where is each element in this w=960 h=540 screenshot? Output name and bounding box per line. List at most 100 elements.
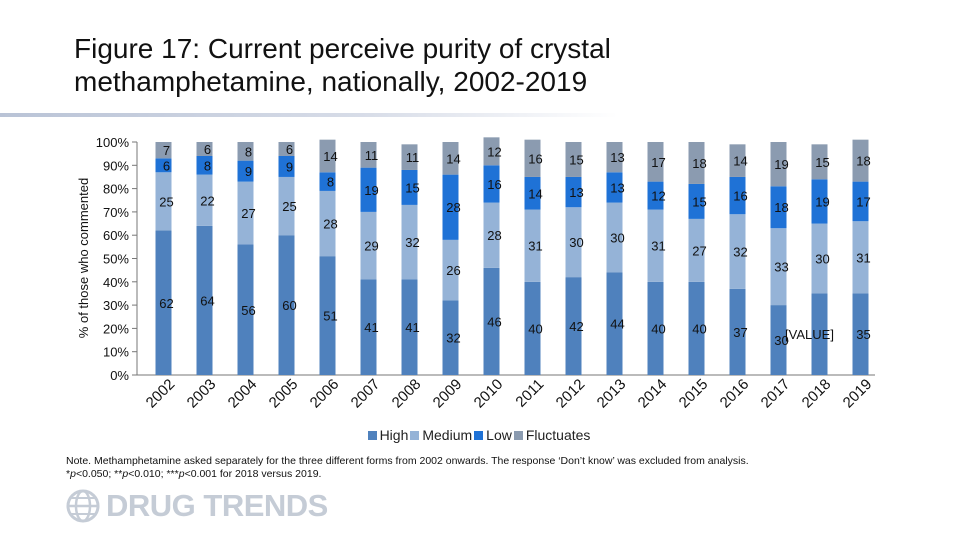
data-label-high: 41 bbox=[364, 320, 378, 335]
x-tick-label: 2017 bbox=[758, 376, 794, 412]
drug-trends-logo: DRUG TRENDS bbox=[66, 488, 328, 524]
footnote-line-2: *p<0.050; **p<0.010; ***p<0.001 for 2018… bbox=[66, 468, 926, 481]
chart-title: Figure 17: Current perceive purity of cr… bbox=[74, 33, 611, 97]
bar-segment-medium bbox=[524, 209, 541, 282]
data-label-medium: 30 bbox=[569, 235, 583, 250]
data-label-low: 6 bbox=[163, 158, 170, 173]
bar-segment-low bbox=[319, 172, 336, 191]
data-label-low: 9 bbox=[245, 164, 252, 179]
bar-segment-fluctuates bbox=[688, 142, 705, 184]
bar-segment-fluctuates bbox=[401, 144, 418, 170]
data-label-fluctuates: 15 bbox=[815, 155, 829, 170]
data-label-medium: 31 bbox=[651, 239, 665, 254]
bar-segment-fluctuates bbox=[524, 139, 541, 177]
data-label-high: 44 bbox=[610, 317, 624, 332]
bar-segment-fluctuates bbox=[319, 139, 336, 173]
data-label-fluctuates: 11 bbox=[406, 150, 420, 165]
data-label-high: 41 bbox=[405, 320, 419, 335]
bar-segment-fluctuates bbox=[278, 142, 295, 156]
bar-segment-fluctuates bbox=[565, 142, 582, 177]
data-label-high: 35 bbox=[856, 327, 870, 342]
data-label-fluctuates: 18 bbox=[856, 154, 870, 169]
y-tick-label: 60% bbox=[103, 228, 129, 243]
bar-segment-fluctuates bbox=[811, 144, 828, 180]
globe-icon bbox=[66, 489, 100, 523]
bar-segment-fluctuates bbox=[155, 142, 172, 159]
data-label-low: 16 bbox=[733, 189, 747, 204]
bar-segment-medium bbox=[401, 204, 418, 280]
data-label-low: 19 bbox=[364, 183, 378, 198]
data-label-medium: 27 bbox=[692, 243, 706, 258]
bar-segment-fluctuates bbox=[647, 142, 664, 182]
y-tick-label: 70% bbox=[103, 205, 129, 220]
y-tick-label: 0% bbox=[110, 368, 129, 383]
bar-segment-fluctuates bbox=[483, 137, 500, 166]
bar-segment-fluctuates bbox=[852, 139, 869, 182]
bar-segment-low bbox=[524, 176, 541, 210]
data-label-medium: 31 bbox=[856, 250, 870, 265]
x-tick-label: 2006 bbox=[307, 376, 343, 412]
bar-segment-medium bbox=[196, 174, 213, 226]
x-tick-label: 2016 bbox=[717, 376, 753, 412]
bar-segment-fluctuates bbox=[770, 142, 787, 187]
bar-segment-low bbox=[606, 172, 623, 203]
data-label-high: 60 bbox=[282, 298, 296, 313]
data-label-medium: 28 bbox=[487, 228, 501, 243]
y-tick-label: 40% bbox=[103, 275, 129, 290]
bar-segment-low bbox=[360, 167, 377, 212]
x-tick-label: 2005 bbox=[266, 376, 302, 412]
bar-segment-medium bbox=[770, 228, 787, 306]
bar-segment-medium bbox=[442, 239, 459, 301]
legend-item-low: Low bbox=[474, 427, 512, 443]
x-tick-label: 2014 bbox=[635, 376, 671, 412]
bar-segment-low bbox=[565, 176, 582, 208]
x-tick-label: 2002 bbox=[143, 376, 179, 412]
data-label-high: 40 bbox=[651, 321, 665, 336]
data-label-fluctuates: 16 bbox=[528, 151, 542, 166]
data-label-fluctuates: 17 bbox=[651, 155, 665, 170]
legend-swatch bbox=[513, 430, 523, 440]
footnote-part: p bbox=[122, 468, 129, 480]
data-label-fluctuates: 6 bbox=[204, 142, 211, 157]
bar-segment-fluctuates bbox=[729, 144, 746, 177]
bar-segment-low bbox=[688, 183, 705, 219]
data-label-medium: 29 bbox=[364, 239, 378, 254]
data-label-fluctuates: 14 bbox=[733, 154, 747, 169]
data-label-fluctuates: 14 bbox=[323, 149, 337, 164]
data-label-medium: 32 bbox=[733, 245, 747, 260]
legend: High Medium Low Fluctuates bbox=[0, 426, 960, 444]
bar-segment-fluctuates bbox=[360, 142, 377, 168]
bar-segment-high bbox=[729, 288, 746, 375]
data-label-low: 28 bbox=[446, 200, 460, 215]
bar-segment-medium bbox=[360, 211, 377, 280]
data-label-fluctuates: 8 bbox=[245, 144, 252, 159]
bar-segment-high bbox=[524, 281, 541, 375]
legend-label: Low bbox=[486, 427, 512, 443]
y-tick-label: 90% bbox=[103, 158, 129, 173]
data-label-medium: 33 bbox=[774, 260, 788, 275]
data-label-high: 32 bbox=[446, 331, 460, 346]
y-tick-label: 30% bbox=[103, 298, 129, 313]
data-label-medium: 31 bbox=[528, 239, 542, 254]
bar-segment-high bbox=[196, 225, 213, 375]
data-label-low: 15 bbox=[405, 180, 419, 195]
data-label-fluctuates: 15 bbox=[569, 152, 583, 167]
footnote-part: p bbox=[70, 468, 76, 480]
legend-item-fluctuates: Fluctuates bbox=[513, 427, 591, 443]
legend-label: Fluctuates bbox=[525, 427, 591, 443]
bar-segment-high bbox=[278, 235, 295, 375]
x-tick-label: 2009 bbox=[430, 376, 466, 412]
data-label-low: 18 bbox=[774, 200, 788, 215]
x-tick-label: 2004 bbox=[225, 376, 261, 412]
footnote-part: <0.010; *** bbox=[128, 468, 179, 480]
data-label-high: 42 bbox=[569, 319, 583, 334]
bar-segment-fluctuates bbox=[442, 142, 459, 175]
data-label-high: 30 bbox=[774, 333, 788, 348]
data-label-high: 40 bbox=[528, 321, 542, 336]
y-tick-label: 50% bbox=[103, 252, 129, 267]
data-label-low: 9 bbox=[286, 159, 293, 174]
legend-swatch bbox=[367, 430, 377, 440]
data-label-medium: 32 bbox=[405, 235, 419, 250]
data-label-low: 14 bbox=[528, 186, 542, 201]
legend-label: High bbox=[379, 427, 409, 443]
